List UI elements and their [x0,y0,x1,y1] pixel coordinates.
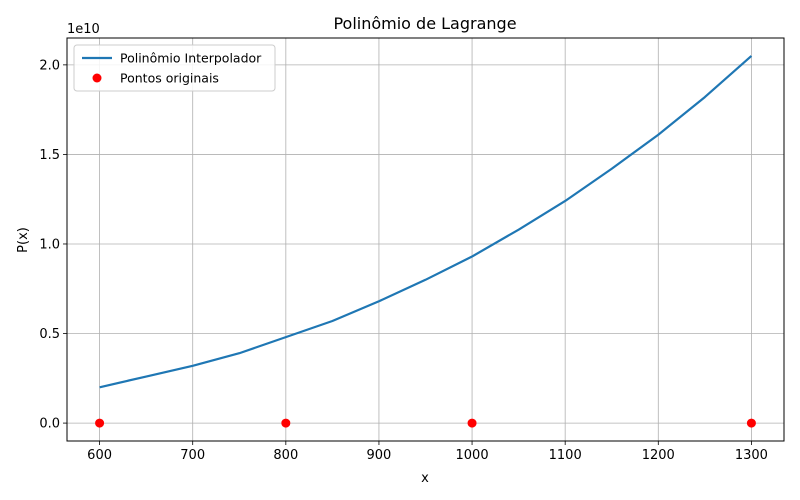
x-tick-label: 600 [87,448,112,463]
data-point-pontos-originais [95,418,105,428]
y-tick-label: 1.0 [39,237,60,252]
y-tick-label: 2.0 [39,58,60,73]
x-axis-label: x [421,471,429,486]
plot-frame [66,37,785,442]
y-tick-label: 1.5 [39,148,60,163]
chart-title: Polinômio de Lagrange [333,14,516,33]
y-tick-label: 0.5 [39,327,60,342]
x-tick-label: 700 [180,448,205,463]
y-multiplier-label: 1e10 [67,22,100,37]
data-point-pontos-originais [281,418,291,428]
legend: Polinômio Interpolador Pontos originais [73,44,276,92]
legend-entry-label: Polinômio Interpolador [120,51,262,66]
legend-marker-swatch [92,73,102,83]
series-line-polinomio-interpolador [99,55,753,389]
x-tick-label: 900 [367,448,392,463]
y-tick-label: 0.0 [39,417,60,432]
x-tick-label: 1200 [642,448,675,463]
legend-entry-label: Pontos originais [120,71,219,86]
plot-series [95,55,756,428]
grid-lines [67,38,784,441]
data-point-pontos-originais [746,418,756,428]
x-tick-label: 1300 [735,448,768,463]
y-axis-label: P(x) [16,227,31,253]
data-point-pontos-originais [467,418,477,428]
x-tick-label: 800 [273,448,298,463]
axis-ticks: 600 700 800 900 1000 1100 1200 1300 0.0 0.5 1.0 1.5… [39,58,768,463]
x-tick-label: 1000 [456,448,489,463]
legend-box [73,44,276,92]
x-tick-label: 1100 [549,448,582,463]
